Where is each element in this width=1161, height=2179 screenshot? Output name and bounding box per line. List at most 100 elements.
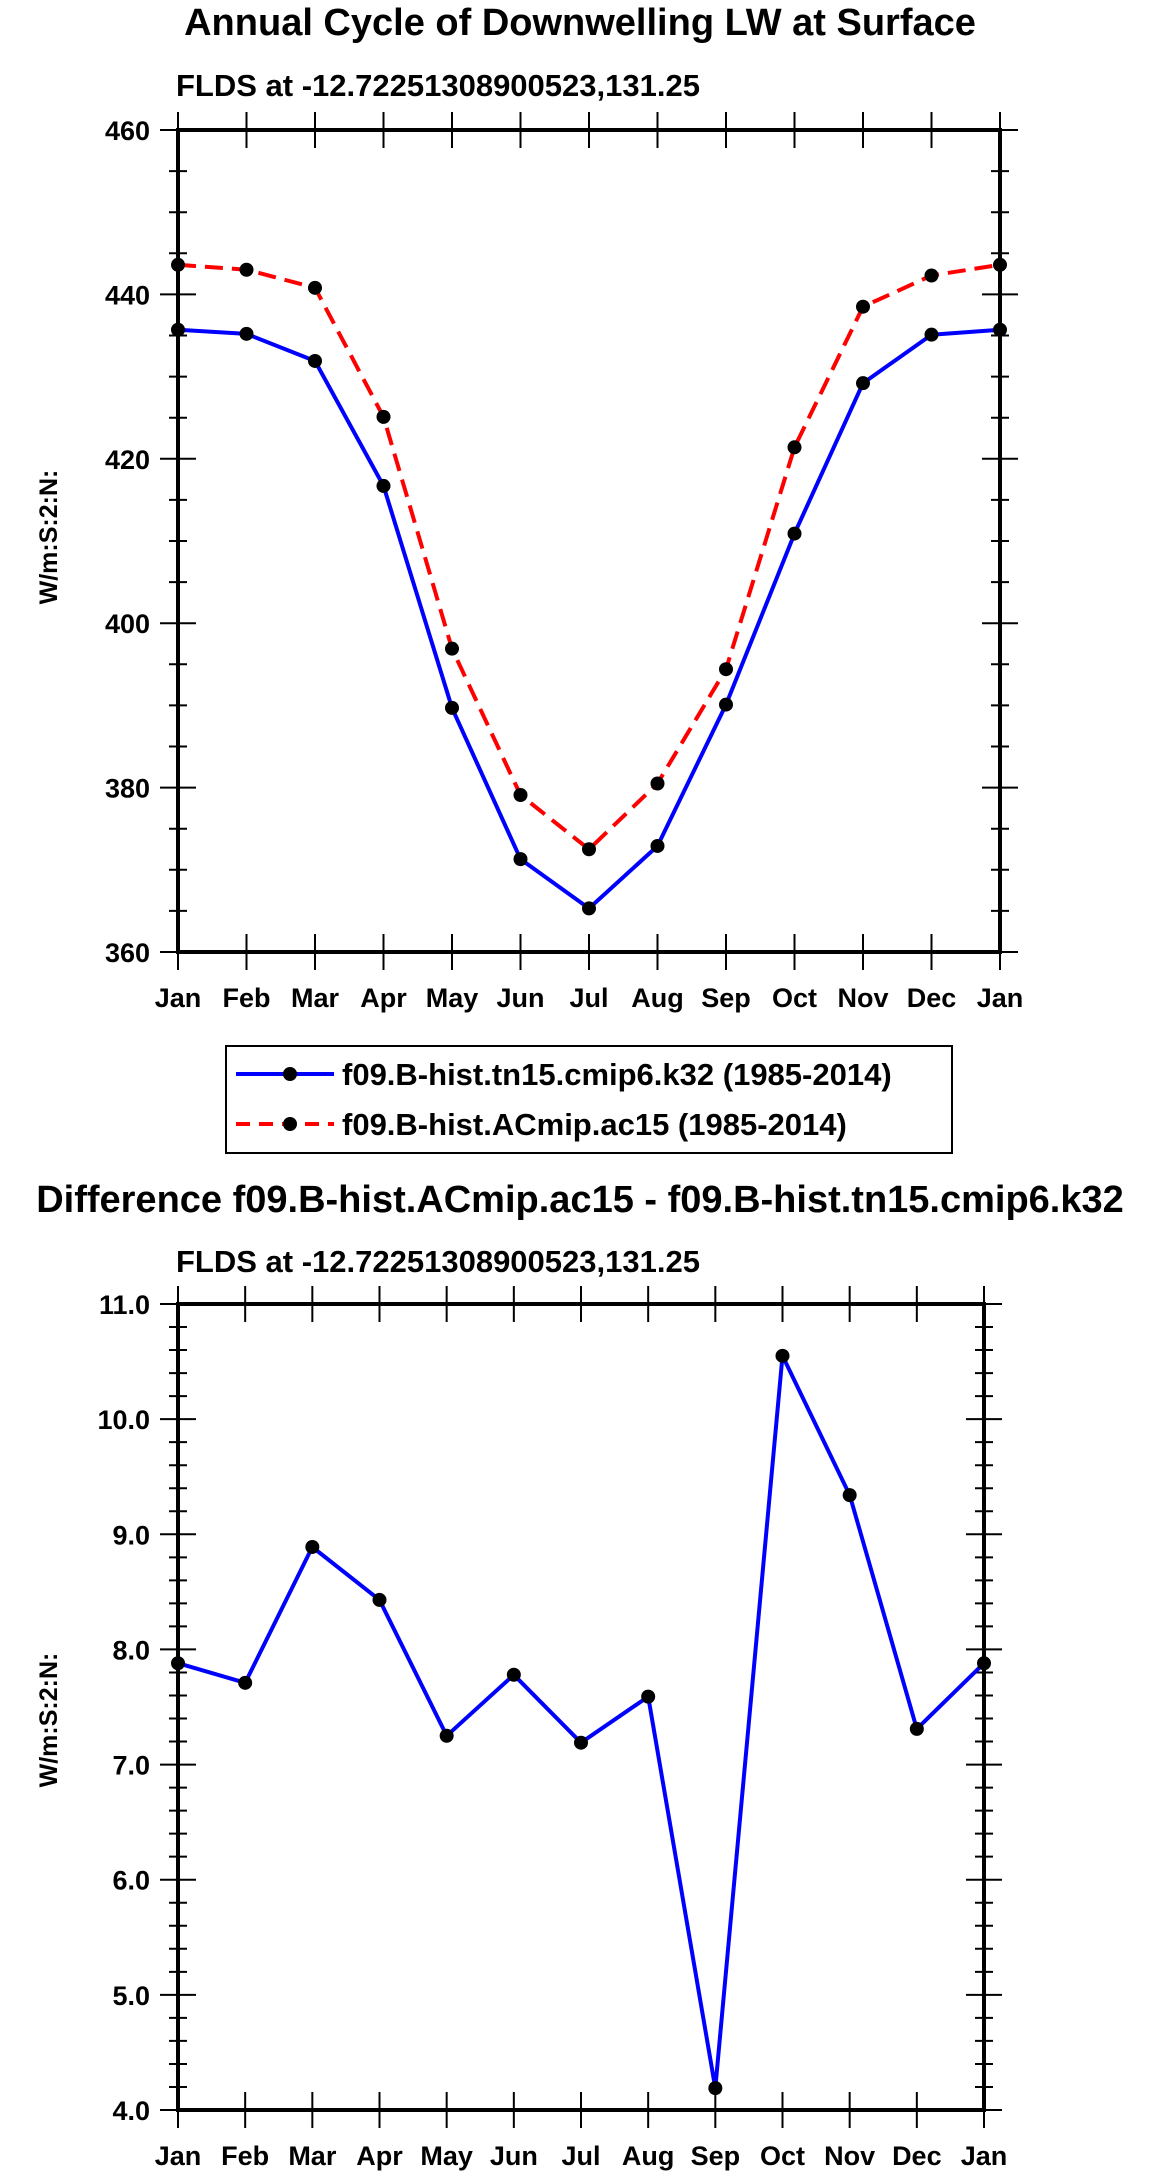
x-tick-label: Mar (288, 2141, 337, 2171)
x-tick-label: May (426, 983, 479, 1013)
x-tick-label: Sep (701, 983, 751, 1013)
x-tick-label: Apr (356, 2141, 403, 2171)
y-tick-label: 11.0 (99, 1290, 150, 1320)
data-point (171, 257, 185, 272)
x-tick-label: Jan (961, 2141, 1008, 2171)
series-markers (171, 257, 1007, 916)
data-point (513, 852, 528, 867)
data-point (775, 1348, 790, 1363)
y-axis-title: W/m:S:2:N: (35, 470, 63, 605)
data-point (909, 1721, 924, 1736)
data-point (308, 353, 322, 368)
y-tick-label: 5.0 (112, 1981, 150, 2011)
x-tick-label: Aug (631, 983, 683, 1013)
y-tick-labels: 4.0 5.0 6.0 7.0 8.0 9.0 10.0 11.0 (97, 1290, 150, 2126)
legend-marker-red (283, 1117, 297, 1131)
data-point (582, 842, 596, 857)
data-point (376, 478, 391, 493)
data-point (650, 838, 665, 853)
data-point (719, 697, 733, 712)
data-point (719, 662, 733, 677)
chart-subtitle: FLDS at -12.72251308900523,131.25 (176, 1244, 700, 1279)
legend: f09.B-hist.tn15.cmip6.k32 (1985-2014) f0… (225, 1045, 953, 1154)
data-point (239, 262, 254, 277)
x-tick-label: Apr (360, 983, 407, 1013)
x-tick-label: Jun (490, 2141, 538, 2171)
data-point (977, 1656, 991, 1671)
x-tick-label: Feb (222, 983, 270, 1013)
x-tick-label: Jun (496, 983, 544, 1013)
data-point (650, 776, 665, 791)
data-point (574, 1735, 588, 1750)
legend-box (225, 1045, 953, 1154)
data-point (506, 1667, 521, 1682)
series-line-2 (177, 262, 1001, 852)
chart-subtitle: FLDS at -12.72251308900523,131.25 (176, 68, 700, 103)
axis-ticks (160, 112, 1018, 970)
x-tick-labels: Jan Feb Mar Apr May Jun Jul Aug Sep Oct Nov Dec Jan (155, 2141, 1008, 2171)
y-tick-label: 9.0 (112, 1520, 150, 1550)
y-tick-label: 420 (105, 445, 150, 475)
axis-ticks (160, 1286, 1002, 2128)
x-tick-label: Nov (837, 983, 888, 1013)
x-tick-label: Sep (691, 2141, 741, 2171)
x-tick-label: Mar (291, 983, 340, 1013)
annual-cycle-chart: Annual Cycle of Downwelling LW at Surfac… (35, 2, 1023, 1013)
chart-title: Difference f09.B-hist.ACmip.ac15 - f09.B… (36, 1179, 1124, 1221)
difference-chart: Difference f09.B-hist.ACmip.ac15 - f09.B… (35, 1179, 1124, 2171)
data-point (787, 440, 802, 455)
y-tick-label: 440 (105, 280, 150, 310)
y-tick-label: 380 (105, 774, 150, 804)
x-tick-label: Oct (772, 983, 817, 1013)
data-point (445, 700, 459, 715)
y-tick-labels: 360 380 400 420 440 460 (105, 116, 150, 968)
data-point (993, 257, 1007, 272)
y-tick-label: 7.0 (112, 1751, 150, 1781)
y-tick-label: 10.0 (97, 1405, 150, 1435)
series-line-1 (177, 1353, 986, 2091)
x-tick-label: May (420, 2141, 473, 2171)
data-point (171, 1656, 185, 1671)
data-point (582, 901, 596, 916)
data-point (239, 326, 254, 341)
series-lines (177, 262, 1001, 911)
data-point (308, 280, 322, 295)
legend-label-series-1: f09.B-hist.tn15.cmip6.k32 (1985-2014) (342, 1057, 892, 1092)
y-axis-title: W/m:S:2:N: (35, 1653, 63, 1788)
data-point (372, 1592, 387, 1607)
y-tick-label: 460 (105, 116, 150, 146)
legend-label-series-2: f09.B-hist.ACmip.ac15 (1985-2014) (342, 1107, 847, 1142)
data-point (708, 2081, 723, 2096)
y-tick-label: 6.0 (112, 1866, 150, 1896)
data-point (856, 299, 870, 314)
x-tick-label: Jan (977, 983, 1024, 1013)
data-point (641, 1689, 656, 1704)
data-point (513, 787, 528, 802)
x-tick-label: Jan (155, 983, 202, 1013)
y-tick-label: 400 (105, 609, 150, 639)
x-tick-label: Feb (221, 2141, 269, 2171)
data-point (924, 268, 939, 283)
data-point (439, 1728, 454, 1743)
x-tick-label: Jul (569, 983, 608, 1013)
series-lines (177, 1353, 986, 2091)
plot-frame (176, 1302, 986, 2112)
data-point (445, 641, 459, 656)
data-point (238, 1675, 253, 1690)
y-tick-label: 4.0 (112, 2096, 150, 2126)
data-point (376, 409, 391, 424)
data-point (305, 1539, 320, 1554)
x-tick-label: Jan (155, 2141, 202, 2171)
data-point (924, 327, 939, 342)
x-tick-label: Jul (561, 2141, 600, 2171)
x-tick-label: Dec (907, 983, 957, 1013)
y-tick-label: 8.0 (112, 1635, 150, 1665)
plot-frame (176, 128, 1002, 954)
data-point (787, 526, 802, 541)
data-point (842, 1488, 857, 1503)
data-point (171, 322, 185, 337)
x-tick-label: Dec (892, 2141, 942, 2171)
x-tick-label: Aug (622, 2141, 674, 2171)
x-tick-label: Oct (760, 2141, 805, 2171)
